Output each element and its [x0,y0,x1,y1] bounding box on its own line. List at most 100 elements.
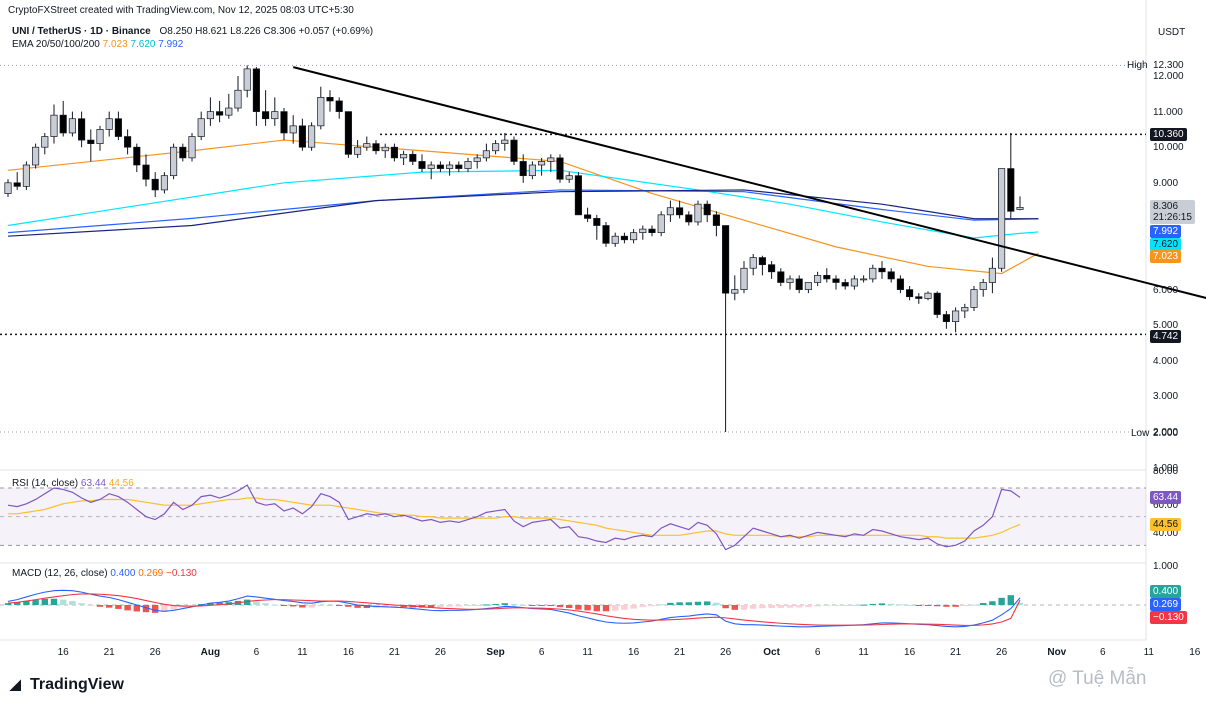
candle [758,255,766,276]
candle [584,207,592,222]
macd-legend-signal: 0.269 [138,568,164,579]
macd-hist-bar [78,603,85,605]
macd-hist-bar [989,601,996,605]
macd-hist-bar [529,605,536,606]
candle [666,200,674,222]
macd-hist-bar [621,605,628,610]
ema-legend-label: EMA 20/50/100/200 [12,39,100,50]
candle [639,225,647,240]
macd-hist-bar [1007,595,1014,605]
macd-hist-bar [142,605,150,613]
candle-body [915,296,923,299]
macd-hist-bar [50,598,58,605]
candle [13,172,21,190]
macd-hist-bar [980,603,987,605]
candle [418,154,426,173]
candle [78,111,86,148]
candle [538,157,546,176]
candle [593,214,601,240]
candle [979,278,987,297]
tradingview-brand[interactable]: ◢ TradingView [10,676,124,694]
candle-body [823,275,831,280]
candle-body [510,139,518,162]
candle [611,232,619,247]
candle [777,268,785,287]
candle-body [952,310,960,322]
macd-hist-bar [934,605,941,607]
candle [151,172,159,198]
candle [114,111,122,141]
candle-body [206,111,214,120]
candle [841,278,849,290]
candle-body [666,207,674,216]
macd-pane[interactable] [4,589,1024,628]
candle [50,104,58,144]
rsi-legend[interactable]: RSI (14, close) 63.44 44.56 [12,478,134,489]
time-tick: Oct [763,647,780,658]
candle-body [1016,207,1024,210]
candle [464,157,472,173]
ema-legend[interactable]: EMA 20/50/100/200 7.023 7.620 7.992 [12,39,183,50]
rsi-pane[interactable] [7,484,1021,551]
countdown-value: 21:26:15 [1153,212,1192,223]
price-tick: 5.000 [1153,320,1179,332]
candle [179,143,187,162]
ema20-value: 7.023 [102,39,128,50]
macd-hist-bar [69,601,76,605]
macd-hist-bar [860,604,867,606]
ema20-tag: 7.023 [1150,250,1182,263]
rsi-legend-value: 63.44 [80,478,106,489]
macd-hist-bar [4,603,12,605]
candle-body [740,267,748,290]
candle-body [620,235,628,241]
candle-body [418,161,426,169]
candle [510,136,518,165]
price-tick: 10.000 [1153,142,1184,154]
macd-hist-bar [483,604,490,606]
candle-body [998,168,1006,269]
price-tick: 4.000 [1153,355,1179,367]
candle [832,275,840,290]
macd-hist-bar [280,605,288,606]
time-tick: 6 [253,647,260,658]
time-tick: 11 [858,647,869,658]
macd-hist-bar [814,605,821,607]
candles[interactable] [4,65,1024,432]
candle-body [869,267,877,280]
candle-body [114,118,122,137]
currency-label[interactable]: USDT [1158,27,1186,38]
macd-hist-bar [1016,602,1024,605]
candle-body [1007,168,1015,212]
symbol-name[interactable]: UNI / TetherUS · 1D · Binance [12,26,151,37]
candle-body [961,307,969,312]
candle [482,143,490,162]
candle-body [13,182,21,187]
macd-hist-bar [363,605,370,609]
candle-body [768,264,776,273]
macd-hist-bar [612,605,619,611]
brand-text: TradingView [30,676,124,693]
price-tick: 6.000 [1153,284,1179,296]
ohlc-close: C8.306 [263,26,296,37]
macd-hist-bar [538,605,545,606]
candle [768,261,776,279]
candle [795,275,803,294]
candle-body [464,161,472,169]
candle [87,129,95,162]
macd-hist-bar [115,605,122,609]
ema-line-ema200 [7,189,1039,237]
macd-hist-bar [842,605,849,606]
candle [252,67,260,126]
macd-hist-bar [786,605,794,608]
time-tick: 16 [342,647,354,658]
macd-hist-bar [796,605,803,608]
rsi-legend-ma: 44.56 [108,478,134,489]
macd-legend[interactable]: MACD (12, 26, close) 0.400 0.269 −0.130 [12,568,197,579]
macd-hist-bar [161,605,168,612]
descending-trendline[interactable] [292,66,1206,302]
candle-body [758,257,766,266]
candle [188,132,196,162]
macd-hist-bar [970,604,978,606]
candle-body [528,164,536,177]
